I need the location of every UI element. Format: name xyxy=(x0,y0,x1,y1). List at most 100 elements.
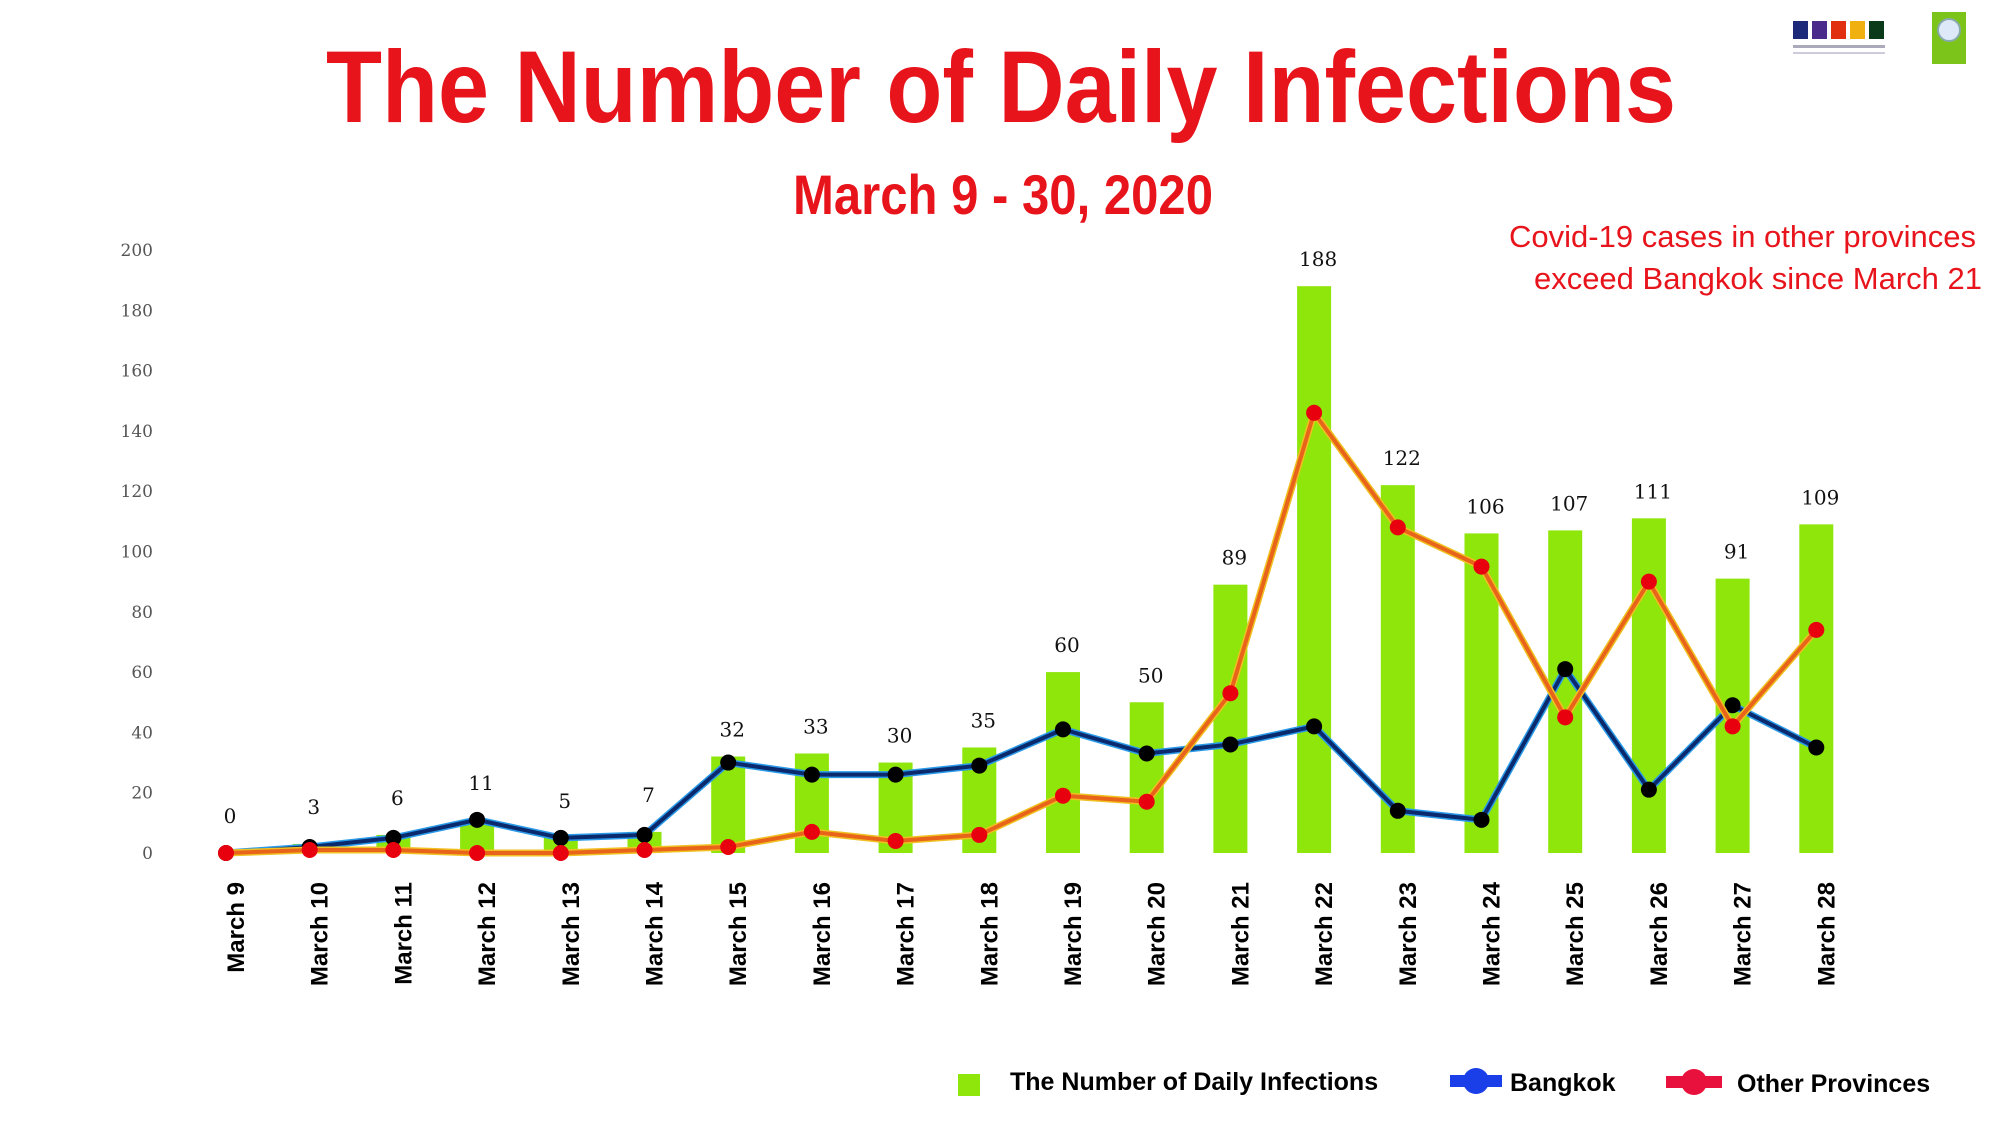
x-tick-label: March 26 xyxy=(1646,882,1673,986)
bar xyxy=(1380,485,1415,853)
series-point xyxy=(1389,519,1406,536)
legend-marker-other-provinces xyxy=(1666,1069,1722,1095)
chart-subtitle: March 9 - 30, 2020 xyxy=(793,163,1213,226)
x-tick-label: March 10 xyxy=(307,882,334,986)
series-point xyxy=(1808,621,1825,638)
x-tick-label: March 13 xyxy=(558,882,585,986)
y-tick-label: 100 xyxy=(121,543,153,563)
logo-block-5 xyxy=(1869,21,1884,39)
logo xyxy=(1793,12,1966,64)
series-point xyxy=(1640,781,1657,798)
other-provinces-series xyxy=(218,404,1825,861)
series-point xyxy=(1389,802,1406,819)
series-point xyxy=(1138,745,1155,762)
series-point xyxy=(469,845,486,861)
bar-value-label: 30 xyxy=(887,724,912,748)
bar xyxy=(1129,702,1164,853)
bar-value-label: 89 xyxy=(1222,546,1247,570)
bar-value-label: 7 xyxy=(642,783,655,807)
series-point xyxy=(1306,718,1323,735)
bar-value-label: 109 xyxy=(1801,485,1839,509)
bar-value-label: 50 xyxy=(1138,663,1163,687)
x-tick-label: March 18 xyxy=(976,882,1003,986)
series-point xyxy=(218,845,234,861)
x-tick-label: March 15 xyxy=(725,882,752,986)
series-point xyxy=(971,757,988,774)
y-tick-label: 200 xyxy=(121,241,153,261)
lines xyxy=(218,404,1825,861)
x-tick-label: March 20 xyxy=(1144,882,1171,986)
x-tick-label: March 12 xyxy=(474,882,501,986)
bar-value-label: 33 xyxy=(803,715,828,739)
y-tick-label: 180 xyxy=(121,301,153,321)
y-tick-label: 160 xyxy=(121,362,153,382)
bar-value-label: 0 xyxy=(224,804,237,828)
series-point xyxy=(1138,793,1155,810)
series-point xyxy=(1222,736,1239,753)
series-point xyxy=(385,841,402,858)
series-point xyxy=(1473,811,1490,828)
x-tick-label: March 14 xyxy=(642,881,669,986)
bar xyxy=(1631,518,1666,853)
y-tick-label: 0 xyxy=(142,844,153,864)
bar-value-label: 5 xyxy=(558,789,571,813)
x-tick-label: March 28 xyxy=(1813,882,1840,986)
y-tick-label: 80 xyxy=(131,603,153,623)
y-tick-label: 60 xyxy=(131,663,153,683)
x-tick-label: March 27 xyxy=(1730,882,1757,986)
logo-block-1 xyxy=(1793,21,1808,39)
bar-value-label: 3 xyxy=(307,795,320,819)
bar xyxy=(1297,286,1332,853)
series-point xyxy=(1306,404,1323,421)
x-tick-label: March 24 xyxy=(1479,881,1506,986)
series-point xyxy=(1640,573,1657,590)
series-point xyxy=(385,829,402,846)
legend-swatch-daily xyxy=(958,1074,980,1096)
bar-value-label: 188 xyxy=(1299,247,1337,271)
series-line xyxy=(225,408,1818,855)
logo-caption xyxy=(1793,45,1885,48)
bar-value-label: 60 xyxy=(1054,633,1079,657)
bar-value-label: 91 xyxy=(1724,540,1749,564)
logo-block-2 xyxy=(1812,21,1827,39)
bar-value-label: 106 xyxy=(1466,494,1504,518)
bar xyxy=(1799,524,1834,853)
x-axis: March 9 March 10 March 11 March 12 March 13 M… xyxy=(223,881,1840,986)
y-axis: 0 20 40 60 80 100 120 140 160 180 200 xyxy=(121,241,153,864)
legend-marker-bangkok xyxy=(1450,1068,1502,1094)
series-point xyxy=(803,823,820,840)
bar-value-label: 6 xyxy=(391,786,404,810)
series-point xyxy=(636,841,653,858)
series-point xyxy=(720,754,737,771)
legend-label-other-provinces: Other Provinces xyxy=(1737,1070,1930,1098)
series-point xyxy=(887,832,904,849)
bar-value-label: 107 xyxy=(1550,491,1588,515)
series-point xyxy=(1808,739,1825,756)
series-point xyxy=(971,826,988,843)
value-labels: 0 3 6 11 5 7 32 33 30 35 60 50 89 188 122 106 107 111 91 10… xyxy=(224,247,1840,828)
series-point xyxy=(1724,697,1741,714)
series-point xyxy=(1222,685,1239,702)
legend: The Number of Daily Infections Bangkok O… xyxy=(958,1068,1930,1098)
logo-block-3 xyxy=(1831,21,1846,39)
series-point xyxy=(1473,558,1490,575)
series-point xyxy=(552,829,569,846)
bar-value-label: 11 xyxy=(468,771,493,795)
bar-value-label: 35 xyxy=(971,708,996,732)
series-point xyxy=(1557,661,1574,678)
bars xyxy=(292,286,1834,853)
legend-label-daily: The Number of Daily Infections xyxy=(1010,1068,1378,1096)
x-tick-label: March 17 xyxy=(893,882,920,986)
bar xyxy=(1046,672,1080,853)
x-tick-label: March 21 xyxy=(1227,882,1254,986)
series-point xyxy=(1557,709,1574,726)
series-point xyxy=(1724,718,1741,735)
bar-value-label: 111 xyxy=(1634,479,1672,503)
logo-seal-icon xyxy=(1937,18,1961,42)
logo-block-4 xyxy=(1850,21,1865,39)
y-tick-label: 20 xyxy=(131,784,153,804)
y-tick-label: 140 xyxy=(121,422,153,442)
y-tick-label: 40 xyxy=(131,723,153,743)
x-tick-label: March 23 xyxy=(1395,882,1422,986)
annotation-line-2: exceed Bangkok since March 21 xyxy=(1534,261,1982,296)
